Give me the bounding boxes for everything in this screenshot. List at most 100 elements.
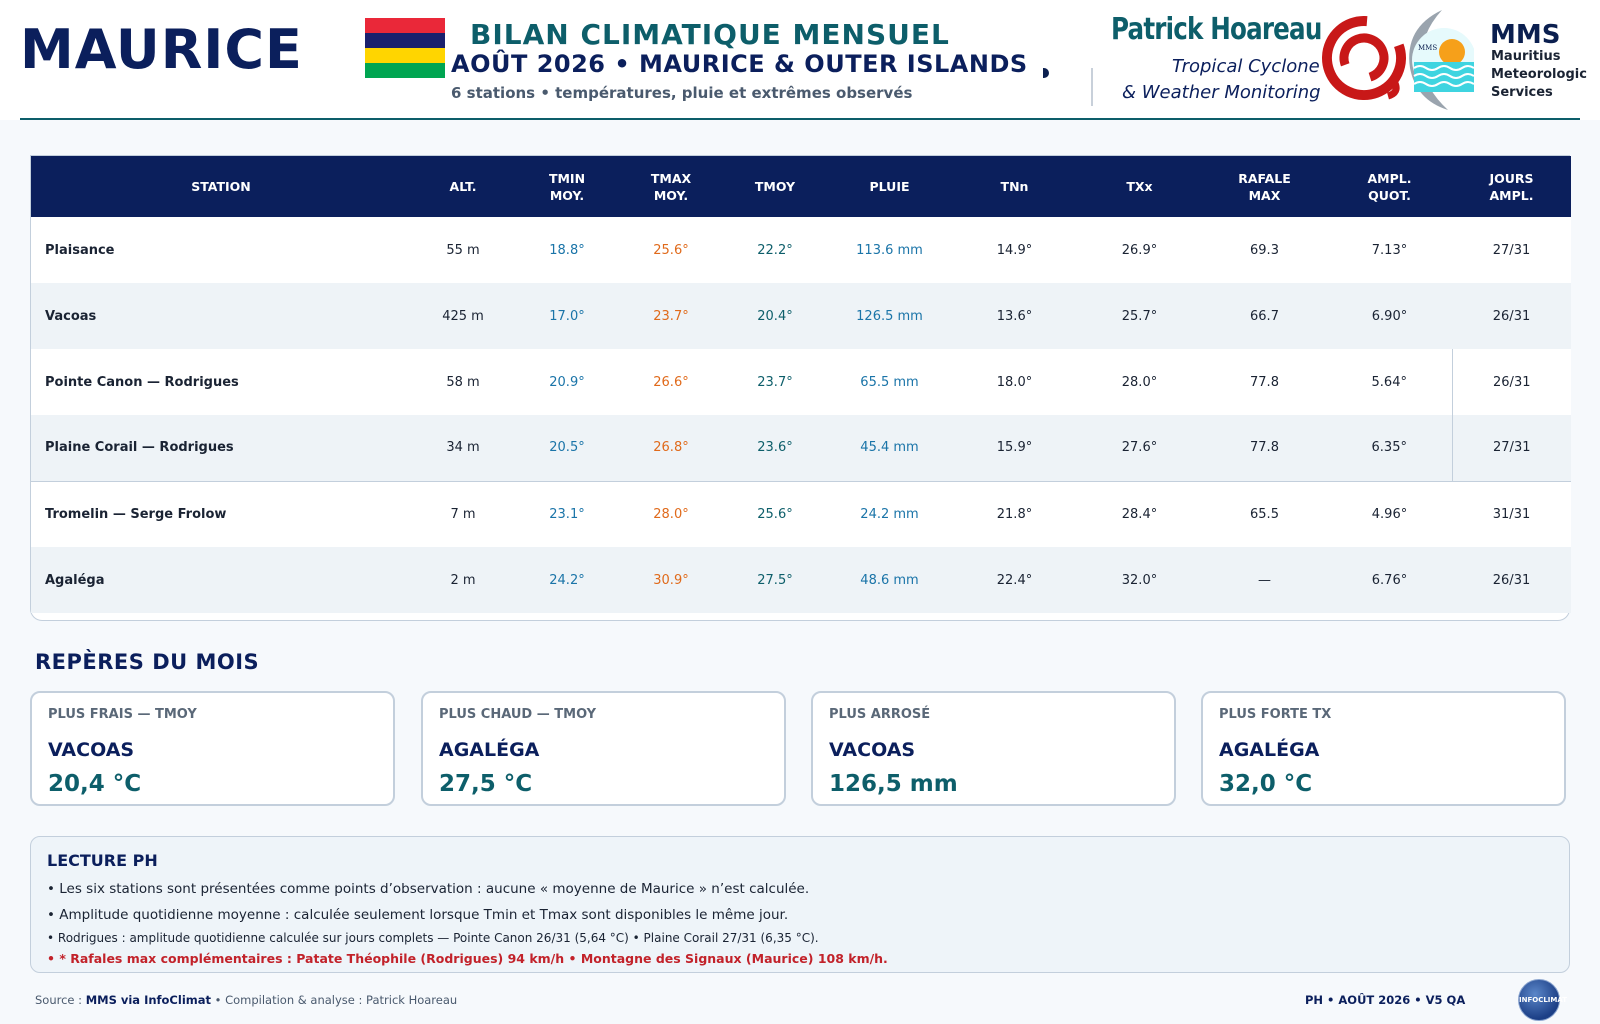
cell-tmoy: 20.4° <box>757 308 793 324</box>
cell-tmin: 24.2° <box>549 572 585 588</box>
highlight-card: PLUS ARROSÉ VACOAS 126,5 mm <box>811 691 1176 806</box>
cell-ampl: 5.64° <box>1371 374 1407 390</box>
cell-pluie: 24.2 mm <box>860 506 919 522</box>
cell-ampl: 6.35° <box>1371 440 1407 456</box>
cell-tnn: 22.4° <box>996 572 1033 588</box>
highlight-card: PLUS CHAUD — TMOY AGALÉGA 27,5 °C <box>421 691 786 806</box>
col-rafale-line1: RAFALE <box>1238 170 1291 186</box>
cell-tmax: 26.8° <box>653 440 689 456</box>
col-tmin-line1: TMIN <box>548 170 586 186</box>
cell-rafale: 66.7 <box>1250 308 1279 324</box>
cell-alt: 34 m <box>446 440 480 456</box>
cell-txx: 25.7° <box>1121 308 1158 324</box>
cell-tmax: 25.6° <box>653 242 689 258</box>
mms-subtitle-line: Meteorologic <box>1491 67 1587 82</box>
cell-ampl: 6.76° <box>1371 572 1408 588</box>
lecture-note: • Amplitude quotidienne moyenne : calcul… <box>47 907 789 923</box>
col-jours-line1: JOURS <box>1489 170 1534 186</box>
col-tmax: TMAX MOY. <box>619 156 723 217</box>
table-row: Pointe Canon — Rodrigues 58 m 20.9° 26.6… <box>31 349 1571 415</box>
col-station: STATION <box>191 179 251 194</box>
table-row: Plaisance 55 m 18.8° 25.6° 22.2° 113.6 m… <box>31 217 1571 283</box>
header-divider <box>1091 68 1093 106</box>
page-header: MAURICE BILAN CLIMATIQUE MENSUEL AOÛT 20… <box>0 0 1600 120</box>
lecture-panel: LECTURE PH • Les six stations sont prése… <box>30 836 1570 973</box>
cell-station: Pointe Canon — Rodrigues <box>45 374 239 390</box>
col-tmax-line2: MOY. <box>653 187 689 203</box>
mms-subtitle-line: Mauritius <box>1491 49 1561 64</box>
col-tmoy: TMOY <box>754 179 796 194</box>
col-jours-line2: AMPL. <box>1489 187 1534 203</box>
cell-ampl: 4.96° <box>1371 506 1408 522</box>
lecture-note: • Les six stations sont présentées comme… <box>47 881 810 897</box>
cell-tmin: 20.5° <box>549 440 585 456</box>
cell-alt: 2 m <box>450 572 476 588</box>
cell-tmoy: 22.2° <box>757 242 793 258</box>
cell-tnn: 13.6° <box>996 308 1033 324</box>
col-tmin: TMIN MOY. <box>515 156 619 217</box>
brand-tagline-2: & Weather Monitoring <box>1122 82 1321 103</box>
mauritius-flag-icon <box>365 18 445 78</box>
cyclone-logo-icon <box>1322 16 1406 100</box>
cell-tnn: 15.9° <box>996 440 1033 456</box>
card-label: PLUS FRAIS — TMOY <box>48 707 197 722</box>
cell-rafale: 69.3 <box>1250 242 1279 258</box>
card-label: PLUS ARROSÉ <box>829 707 931 722</box>
cell-alt: 7 m <box>450 506 476 522</box>
card-value: 32,0 °C <box>1219 771 1313 797</box>
card-station: VACOAS <box>829 739 916 761</box>
report-description: 6 stations • températures, pluie et extr… <box>451 84 913 102</box>
footer-source-name: MMS via InfoClimat <box>85 993 211 1007</box>
cell-ampl: 6.90° <box>1371 308 1408 324</box>
cell-tmoy: 23.7° <box>757 374 793 390</box>
cell-tmin: 18.8° <box>549 242 585 258</box>
cell-jours: 26/31 <box>1451 349 1571 415</box>
table-row: Agaléga 2 m 24.2° 30.9° 27.5° 48.6 mm 22… <box>31 547 1571 613</box>
card-station: AGALÉGA <box>439 739 540 761</box>
cell-txx: 26.9° <box>1121 242 1158 258</box>
cell-rafale: — <box>1258 572 1271 588</box>
cell-txx: 32.0° <box>1121 572 1158 588</box>
cell-tmin: 23.1° <box>549 506 585 522</box>
header-rule <box>20 118 1580 120</box>
table-header-row: STATION ALT. TMIN MOY. TMAX MOY. TMOY PLUI… <box>31 156 1571 217</box>
cell-tmin: 17.0° <box>549 308 585 324</box>
cell-jours: 27/31 <box>1492 242 1531 258</box>
col-ampl: AMPL. QUOT. <box>1327 156 1452 217</box>
footer-source-suffix: • Compilation & analyse : Patrick Hoarea… <box>211 993 458 1007</box>
card-label: PLUS FORTE TX <box>1219 707 1332 722</box>
col-rafale: RAFALE MAX <box>1202 156 1327 217</box>
cell-tmoy: 23.6° <box>757 440 793 456</box>
cell-pluie: 65.5 mm <box>860 374 919 390</box>
col-ampl-line2: QUOT. <box>1368 187 1411 203</box>
infoclimat-logo-icon: INFOCLIMAT <box>1518 979 1567 1021</box>
mms-title: MMS <box>1490 20 1561 50</box>
card-label: PLUS CHAUD — TMOY <box>439 707 597 722</box>
cell-alt: 55 m <box>446 242 480 258</box>
cell-rafale: 65.5 <box>1250 506 1279 522</box>
footer-source-prefix: Source : <box>35 993 86 1007</box>
stations-table-container: STATION ALT. TMIN MOY. TMAX MOY. TMOY PLUI… <box>30 155 1571 621</box>
cell-rafale: 77.8 <box>1250 374 1279 390</box>
cell-jours: 27/31 <box>1451 415 1571 481</box>
mms-logo-icon: MMS <box>1409 10 1474 110</box>
brand-name: Patrick Hoareau <box>1111 12 1322 47</box>
footer-version: PH • AOÛT 2026 • V5 QA <box>1305 993 1466 1007</box>
cell-station: Tromelin — Serge Frolow <box>45 506 227 522</box>
card-value: 27,5 °C <box>439 771 533 797</box>
cell-alt: 58 m <box>446 374 480 390</box>
card-station: AGALÉGA <box>1219 739 1320 761</box>
cell-tmoy: 25.6° <box>757 506 793 522</box>
col-alt: ALT. <box>449 179 477 194</box>
table-row: Tromelin — Serge Frolow 7 m 23.1° 28.0° … <box>31 481 1571 547</box>
footer-source: Source : MMS via InfoClimat • Compilatio… <box>35 993 457 1007</box>
cell-ampl: 7.13° <box>1371 242 1408 258</box>
table-row: Plaine Corail — Rodrigues 34 m 20.5° 26.… <box>31 415 1571 481</box>
cell-tnn: 18.0° <box>996 374 1033 390</box>
cell-tmax: 28.0° <box>653 506 689 522</box>
col-ampl-line1: AMPL. <box>1367 170 1412 186</box>
cell-tmin: 20.9° <box>549 374 585 390</box>
cell-pluie: 126.5 mm <box>856 308 923 324</box>
table-row: Vacoas 425 m 17.0° 23.7° 20.4° 126.5 mm … <box>31 283 1571 349</box>
cell-pluie: 48.6 mm <box>860 572 919 588</box>
